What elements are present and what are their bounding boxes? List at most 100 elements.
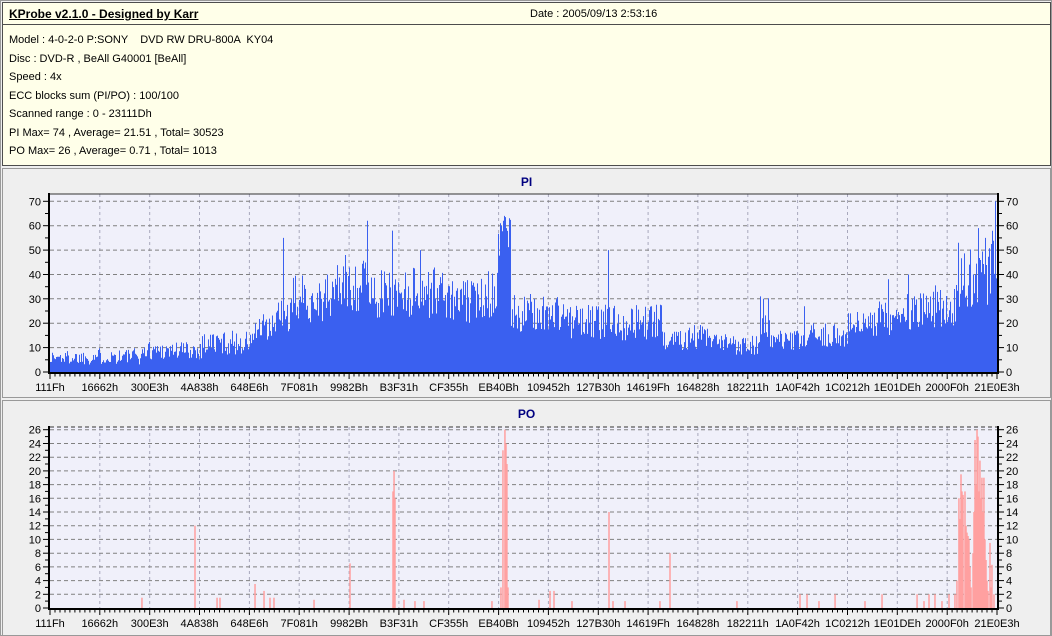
svg-text:B3F31h: B3F31h — [380, 618, 419, 630]
svg-text:111Fh: 111Fh — [35, 618, 65, 630]
svg-text:127B30h: 127B30h — [576, 618, 620, 630]
svg-text:CF355h: CF355h — [429, 382, 468, 394]
svg-text:26: 26 — [1006, 425, 1018, 437]
po-chart-title: PO — [517, 407, 536, 421]
svg-text:1A0F42h: 1A0F42h — [775, 618, 820, 630]
po-chart-panel: PO 0 0 2 2 4 4 6 6 8 8 10 10 12 12 14 14 16 16 18 18 20 20 22 2… — [2, 400, 1051, 636]
svg-text:16662h: 16662h — [81, 382, 118, 394]
app-title: KProbe v2.1.0 - Designed by Karr — [9, 7, 199, 21]
svg-text:2: 2 — [1006, 589, 1012, 601]
svg-text:1E01DEh: 1E01DEh — [874, 618, 921, 630]
svg-text:2000F0h: 2000F0h — [925, 618, 968, 630]
svg-text:EB40Bh: EB40Bh — [478, 382, 518, 394]
svg-text:4: 4 — [1006, 576, 1012, 588]
svg-text:10: 10 — [29, 343, 41, 355]
svg-text:12: 12 — [1006, 521, 1018, 533]
svg-text:22: 22 — [29, 452, 41, 464]
svg-text:14: 14 — [1006, 507, 1018, 519]
svg-text:648E6h: 648E6h — [230, 618, 268, 630]
svg-text:50: 50 — [1006, 245, 1018, 257]
svg-text:20: 20 — [29, 318, 41, 330]
svg-text:1C0212h: 1C0212h — [825, 618, 870, 630]
svg-text:CF355h: CF355h — [429, 618, 468, 630]
svg-text:12: 12 — [29, 521, 41, 533]
svg-text:2000F0h: 2000F0h — [925, 382, 968, 394]
svg-text:4A838h: 4A838h — [181, 618, 219, 630]
svg-text:20: 20 — [29, 466, 41, 478]
svg-text:109452h: 109452h — [527, 618, 570, 630]
svg-text:182211h: 182211h — [727, 382, 769, 394]
header-panel: KProbe v2.1.0 - Designed by Karr Date : … — [2, 2, 1051, 166]
pi-chart-panel: PI 0 0 10 10 20 20 30 30 40 40 50 50 60 60 70 70 111Fh 16… — [2, 168, 1051, 398]
svg-text:0: 0 — [1006, 367, 1012, 379]
svg-text:21E0E3h: 21E0E3h — [974, 382, 1019, 394]
svg-text:648E6h: 648E6h — [230, 382, 268, 394]
info-disc: Disc : DVD-R , BeAll G40001 [BeAll] — [9, 52, 187, 65]
info-speed: Speed : 4x — [9, 71, 62, 83]
svg-text:24: 24 — [29, 439, 41, 451]
svg-text:0: 0 — [35, 603, 41, 615]
svg-text:300E3h: 300E3h — [131, 382, 169, 394]
svg-text:1A0F42h: 1A0F42h — [775, 382, 820, 394]
svg-text:109452h: 109452h — [527, 382, 570, 394]
svg-text:18: 18 — [1006, 480, 1018, 492]
svg-text:60: 60 — [29, 221, 41, 233]
svg-text:B3F31h: B3F31h — [380, 382, 419, 394]
svg-text:182211h: 182211h — [727, 618, 769, 630]
info-model: Model : 4-0-2-0 P:SONY DVD RW DRU-800A K… — [9, 34, 274, 46]
svg-text:26: 26 — [29, 425, 41, 437]
pi-chart-title: PI — [520, 175, 533, 189]
svg-text:10: 10 — [1006, 343, 1018, 355]
svg-text:14: 14 — [29, 507, 41, 519]
pi-chart-plot: 0 0 10 10 20 20 30 30 40 40 50 50 60 60 70 70 111Fh 16662… — [29, 193, 1020, 394]
svg-text:20: 20 — [1006, 318, 1018, 330]
svg-text:7F081h: 7F081h — [281, 382, 318, 394]
svg-text:22: 22 — [1006, 452, 1018, 464]
svg-text:6: 6 — [35, 562, 41, 574]
svg-text:21E0E3h: 21E0E3h — [974, 618, 1019, 630]
svg-text:EB40Bh: EB40Bh — [478, 618, 518, 630]
svg-text:9982Bh: 9982Bh — [330, 382, 368, 394]
svg-text:40: 40 — [29, 270, 41, 282]
info-pi-stats: PI Max= 74 , Average= 21.51 , Total= 305… — [9, 126, 224, 139]
title-row: KProbe v2.1.0 - Designed by Karr Date : … — [3, 3, 1050, 25]
svg-text:0: 0 — [35, 367, 41, 379]
svg-text:10: 10 — [29, 534, 41, 546]
svg-text:6: 6 — [1006, 562, 1012, 574]
svg-text:24: 24 — [1006, 439, 1018, 451]
svg-text:30: 30 — [29, 294, 41, 306]
svg-text:18: 18 — [29, 480, 41, 492]
info-po-stats: PO Max= 26 , Average= 0.71 , Total= 1013 — [9, 145, 217, 157]
svg-text:14619Fh: 14619Fh — [626, 618, 669, 630]
svg-text:111Fh: 111Fh — [35, 382, 65, 394]
svg-text:7F081h: 7F081h — [281, 618, 318, 630]
svg-text:70: 70 — [29, 196, 41, 208]
svg-text:8: 8 — [35, 548, 41, 560]
svg-text:16: 16 — [1006, 493, 1018, 505]
svg-text:60: 60 — [1006, 221, 1018, 233]
info-scanned-range: Scanned range : 0 - 23111Dh — [9, 108, 152, 120]
svg-text:20: 20 — [1006, 466, 1018, 478]
svg-text:1C0212h: 1C0212h — [825, 382, 870, 394]
info-ecc-blocks: ECC blocks sum (PI/PO) : 100/100 — [9, 89, 179, 102]
svg-text:4: 4 — [35, 576, 41, 588]
svg-text:50: 50 — [29, 245, 41, 257]
svg-text:8: 8 — [1006, 548, 1012, 560]
svg-text:1E01DEh: 1E01DEh — [874, 382, 921, 394]
svg-text:9982Bh: 9982Bh — [330, 618, 368, 630]
svg-text:14619Fh: 14619Fh — [626, 382, 669, 394]
svg-text:0: 0 — [1006, 603, 1012, 615]
svg-text:16662h: 16662h — [81, 618, 118, 630]
svg-text:4A838h: 4A838h — [181, 382, 219, 394]
svg-text:2: 2 — [35, 589, 41, 601]
svg-text:40: 40 — [1006, 270, 1018, 282]
scan-info-block: Model : 4-0-2-0 P:SONY DVD RW DRU-800A K… — [9, 31, 273, 161]
svg-text:164828h: 164828h — [676, 382, 719, 394]
svg-text:164828h: 164828h — [676, 618, 719, 630]
svg-text:300E3h: 300E3h — [131, 618, 169, 630]
svg-text:30: 30 — [1006, 294, 1018, 306]
svg-text:127B30h: 127B30h — [576, 382, 620, 394]
scan-date-label: Date : 2005/09/13 2:53:16 — [530, 8, 658, 20]
